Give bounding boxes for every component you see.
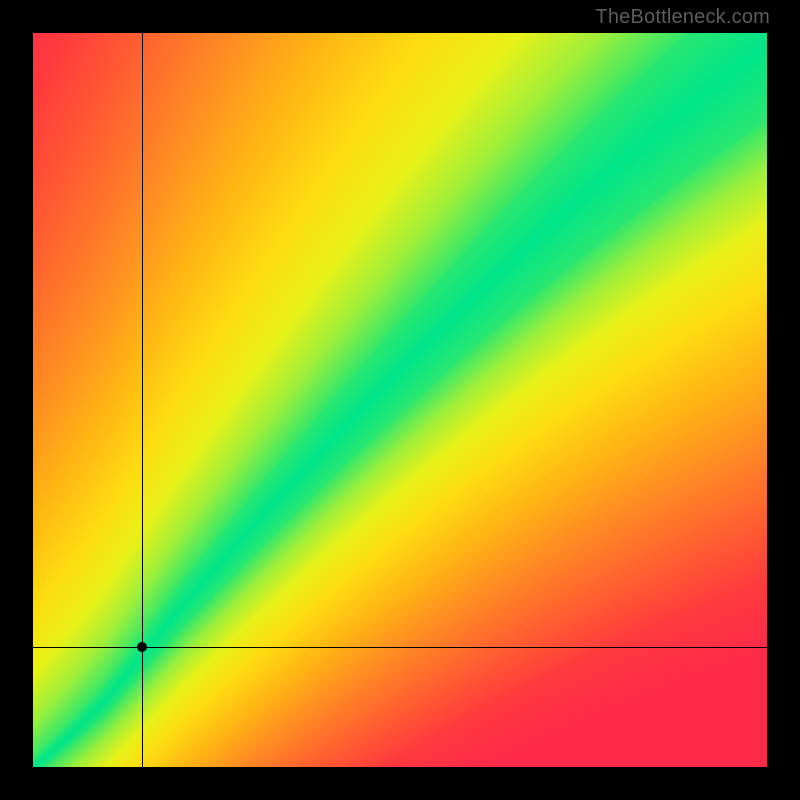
data-point-marker (137, 642, 147, 652)
crosshair-vertical (142, 33, 143, 767)
watermark: TheBottleneck.com (595, 6, 770, 29)
plot-area (33, 33, 767, 767)
heatmap-canvas (33, 33, 767, 767)
chart-container: TheBottleneck.com (0, 0, 800, 800)
